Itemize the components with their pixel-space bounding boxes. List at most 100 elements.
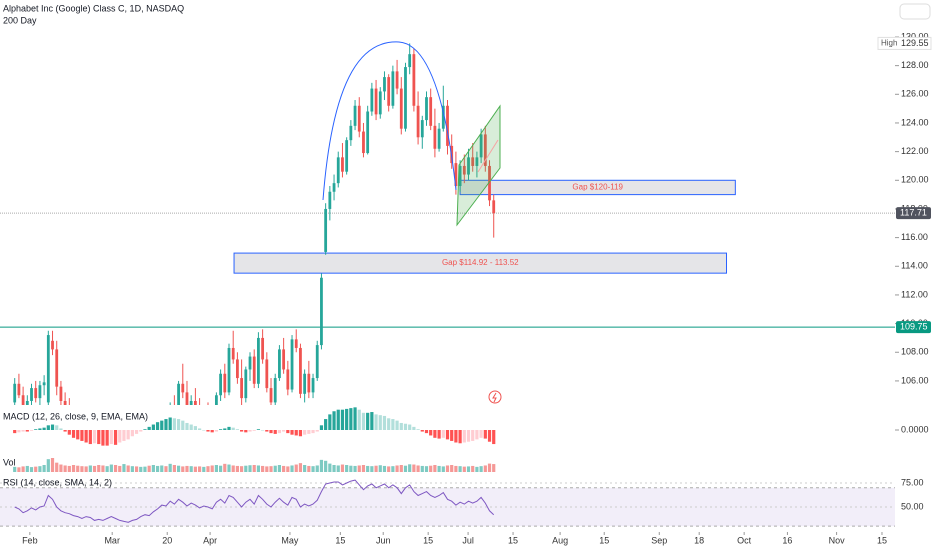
x-tick-label: Sep	[651, 535, 667, 545]
candle-body	[25, 400, 29, 405]
candle-body	[189, 400, 193, 405]
volume-bar	[101, 465, 105, 472]
candle-body	[282, 349, 286, 370]
candle-body	[492, 200, 496, 214]
event-icon[interactable]	[488, 390, 502, 404]
macd-bar	[458, 430, 462, 444]
macd-bar	[218, 429, 223, 430]
candle-body	[207, 412, 210, 421]
volume-bar	[13, 466, 17, 472]
macd-bar	[55, 425, 59, 430]
channel-drawing	[456, 104, 501, 227]
x-tick-label: 18	[694, 535, 704, 545]
level-label-bg	[896, 321, 931, 334]
rsi-label: RSI (14, close, SMA, 14, 2)	[3, 477, 112, 487]
macd-bar	[361, 412, 366, 430]
macd-bar	[88, 430, 92, 445]
macd-bar	[340, 409, 345, 430]
volume-bar	[332, 465, 336, 472]
macd-bar	[122, 430, 126, 441]
candle-body	[290, 339, 294, 390]
candle-body	[198, 410, 201, 424]
candle-body	[345, 140, 349, 172]
macd-bar	[80, 430, 84, 441]
level-label: 109.75	[900, 322, 928, 332]
volume-bar	[391, 466, 395, 472]
macd-bar	[471, 430, 475, 441]
volume-bar	[139, 466, 143, 472]
volume-bar	[130, 466, 134, 472]
rsi-tick-label: 75.00	[901, 477, 924, 487]
candle-body	[177, 383, 180, 405]
macd-bar	[71, 430, 76, 438]
y-tick-label: 130.00	[901, 31, 929, 41]
volume-bar	[118, 465, 122, 472]
macd-bar	[113, 430, 118, 445]
candle-body	[391, 71, 395, 106]
macd-bar	[328, 414, 332, 430]
candle-body	[89, 450, 92, 460]
macd-bar	[46, 425, 50, 430]
candle-body	[404, 67, 407, 129]
volume-bar	[466, 466, 471, 472]
high-label: High	[881, 39, 897, 48]
candle-body	[374, 88, 378, 115]
candle-body	[240, 378, 244, 399]
macd-bar	[479, 430, 483, 438]
macd-bar	[290, 430, 294, 435]
candle-body	[219, 373, 222, 396]
volume-bar	[269, 466, 273, 472]
volume-bar	[21, 466, 25, 472]
y-tick-label: 120.00	[901, 175, 929, 185]
candle-body	[202, 412, 205, 423]
menu-button[interactable]	[899, 3, 931, 20]
volume-bar	[353, 465, 357, 472]
volume-bar	[76, 465, 80, 472]
volume-bar	[59, 464, 63, 472]
volume-bar	[458, 466, 462, 472]
volume-bar	[450, 465, 454, 472]
macd-bar	[403, 423, 408, 430]
macd-bar	[466, 430, 471, 442]
volume-bar	[361, 465, 366, 472]
volume-bar	[218, 465, 223, 472]
volume-bar	[265, 466, 269, 472]
candle-body	[294, 339, 298, 348]
volume-bar	[252, 465, 256, 472]
macd-bar	[311, 430, 315, 434]
candle-body	[211, 421, 214, 430]
volume-bar	[231, 465, 235, 472]
macd-bar	[353, 407, 357, 430]
volume-bar	[181, 466, 185, 472]
x-tick-label: Apr	[203, 535, 217, 545]
macd-bar	[345, 408, 349, 430]
candle-body	[378, 91, 382, 115]
candle-body	[488, 165, 491, 201]
volume-bar	[235, 465, 240, 472]
candle-body	[30, 388, 33, 401]
macd-bar	[462, 430, 466, 443]
candle-body	[366, 111, 370, 154]
macd-bar	[441, 430, 445, 438]
volume-bar	[126, 465, 130, 472]
macd-bar	[34, 429, 38, 430]
y-tick-label: 114.00	[901, 261, 928, 271]
cup-drawing	[322, 41, 457, 201]
y-tick-label: 124.00	[901, 117, 929, 127]
volume-bar	[223, 463, 227, 472]
volume-bar	[84, 466, 88, 472]
candle-body	[93, 450, 96, 456]
macd-bar	[67, 430, 71, 435]
candle-body	[441, 105, 445, 129]
volume-bar	[261, 465, 265, 472]
volume-bar	[67, 465, 71, 472]
macd-bar	[332, 411, 336, 430]
volume-bar	[134, 466, 139, 472]
candle-body	[349, 125, 353, 141]
volume-bar	[176, 465, 181, 472]
macd-bar	[223, 428, 227, 430]
macd-bar	[273, 430, 277, 434]
candle-body	[17, 383, 21, 396]
volume-bar	[193, 466, 197, 472]
x-tick-label: Aug	[552, 535, 568, 545]
